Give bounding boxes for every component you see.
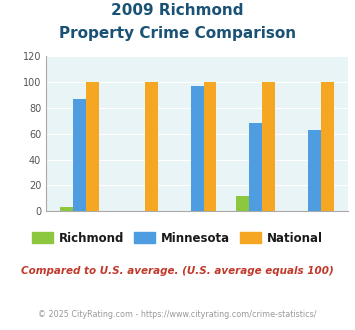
Bar [73, 99, 86, 211]
Bar [262, 82, 275, 211]
Bar [308, 130, 321, 211]
Bar [144, 82, 158, 211]
Bar [236, 196, 250, 211]
Text: 2009 Richmond: 2009 Richmond [111, 3, 244, 18]
Bar [191, 86, 203, 211]
Bar [60, 207, 73, 211]
Bar [250, 123, 262, 211]
Bar [321, 82, 334, 211]
Bar [86, 82, 99, 211]
Text: Compared to U.S. average. (U.S. average equals 100): Compared to U.S. average. (U.S. average … [21, 266, 334, 276]
Text: Property Crime Comparison: Property Crime Comparison [59, 26, 296, 41]
Bar [203, 82, 217, 211]
Text: © 2025 CityRating.com - https://www.cityrating.com/crime-statistics/: © 2025 CityRating.com - https://www.city… [38, 310, 317, 319]
Legend: Richmond, Minnesota, National: Richmond, Minnesota, National [27, 227, 328, 249]
